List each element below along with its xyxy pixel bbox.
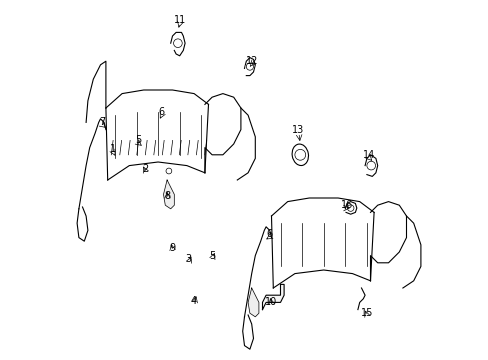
Circle shape [347,205,353,211]
Circle shape [173,39,182,48]
Text: 8: 8 [163,191,170,201]
Text: 14: 14 [362,150,374,160]
Text: 6: 6 [158,107,164,117]
Text: 13: 13 [292,125,304,135]
Text: 16: 16 [340,200,352,210]
Circle shape [294,149,305,160]
Text: 5: 5 [208,251,215,261]
Polygon shape [247,288,258,317]
Circle shape [366,161,375,170]
Text: 10: 10 [265,297,277,307]
Text: 6: 6 [266,229,272,239]
Text: 11: 11 [173,15,185,25]
Polygon shape [163,180,174,209]
Polygon shape [262,284,284,310]
Text: 12: 12 [245,56,257,66]
Text: 9: 9 [169,243,175,253]
Text: 7: 7 [99,117,105,127]
Text: 4: 4 [191,296,197,306]
Text: 5: 5 [135,135,141,145]
Text: 3: 3 [185,254,191,264]
Text: 1: 1 [110,144,116,154]
Text: 15: 15 [360,308,372,318]
Circle shape [246,63,253,70]
Text: 2: 2 [142,164,148,174]
